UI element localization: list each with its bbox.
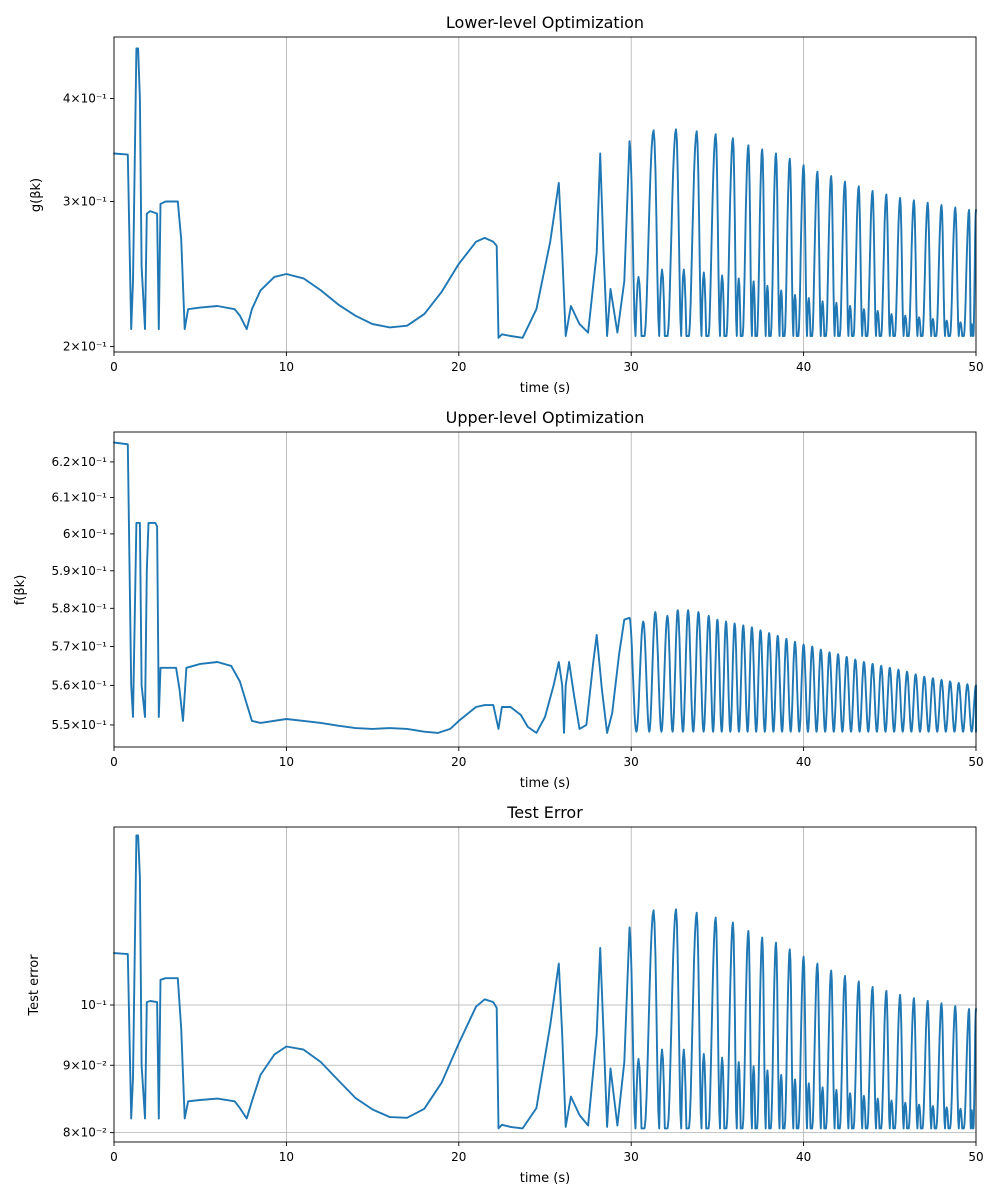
x-axis-label: time (s): [520, 776, 570, 791]
x-tick-label: 20: [451, 360, 466, 374]
x-tick-label: 0: [110, 360, 118, 374]
plot-frame: [113, 431, 977, 748]
series-line: [113, 834, 977, 1130]
y-tick-label: 8×10⁻²: [63, 1126, 107, 1140]
x-tick-label: 10: [279, 1150, 294, 1164]
x-tick-label: 40: [796, 1150, 811, 1164]
y-axis-label: f(βk): [13, 575, 28, 606]
chart-title: Lower-level Optimization: [446, 13, 644, 32]
plot-frame: [113, 36, 977, 353]
x-tick-label: 20: [451, 755, 466, 769]
y-tick-label: 9×10⁻²: [63, 1058, 107, 1072]
x-axis-label: time (s): [520, 381, 570, 396]
y-tick-label: 5.8×10⁻¹: [51, 601, 107, 615]
y-axis-label: g(βk): [29, 178, 44, 212]
y-tick-label: 6×10⁻¹: [63, 527, 107, 541]
y-tick-label: 10⁻¹: [81, 998, 108, 1012]
grid-layer: [113, 432, 977, 747]
y-ticks: 2×10⁻¹ 3×10⁻¹ 4×10⁻¹: [63, 92, 114, 354]
x-tick-label: 30: [624, 360, 639, 374]
series-line: [113, 47, 977, 339]
x-tick-label: 50: [968, 755, 983, 769]
y-axis-label: Test error: [27, 954, 42, 1017]
y-ticks: 5.5×10⁻¹ 5.6×10⁻¹ 5.7×10⁻¹ 5.8×10⁻¹ 5.9×10⁻¹…: [51, 455, 114, 732]
y-tick-label: 5.9×10⁻¹: [51, 564, 107, 578]
x-tick-label: 50: [968, 360, 983, 374]
y-tick-label: 5.7×10⁻¹: [51, 640, 107, 654]
x-ticks: 0 10 20 30 40 50: [110, 352, 984, 374]
x-tick-label: 40: [796, 755, 811, 769]
panel-lower-level: Lower-level Optimization 0 10 20 30 40 50 2×1…: [29, 13, 984, 396]
y-tick-label: 5.5×10⁻¹: [51, 718, 107, 732]
y-ticks: 8×10⁻² 9×10⁻² 10⁻¹: [63, 998, 114, 1140]
x-ticks: 0 10 20 30 40 50: [110, 747, 984, 769]
x-axis-label: time (s): [520, 1171, 570, 1186]
y-tick-label: 5.6×10⁻¹: [51, 678, 107, 692]
x-tick-label: 10: [279, 360, 294, 374]
series-line: [113, 441, 977, 734]
x-tick-label: 30: [624, 755, 639, 769]
y-tick-label: 6.1×10⁻¹: [51, 491, 107, 505]
y-tick-label: 4×10⁻¹: [63, 92, 107, 106]
y-tick-label: 3×10⁻¹: [63, 194, 107, 208]
chart-title: Upper-level Optimization: [446, 408, 645, 427]
x-tick-label: 0: [110, 755, 118, 769]
x-ticks: 0 10 20 30 40 50: [110, 1142, 984, 1164]
x-tick-label: 10: [279, 755, 294, 769]
y-tick-label: 6.2×10⁻¹: [51, 455, 107, 469]
y-tick-label: 2×10⁻¹: [63, 340, 107, 354]
panel-test-error: Test Error 0 10 20 30 40 50 8×10⁻²9×10⁻²10⁻¹ …: [27, 803, 984, 1186]
panel-upper-level: Upper-level Optimization 0 10 20 30 40 50 5.5…: [13, 408, 984, 791]
x-tick-label: 30: [624, 1150, 639, 1164]
x-tick-label: 0: [110, 1150, 118, 1164]
x-tick-label: 20: [451, 1150, 466, 1164]
x-tick-label: 40: [796, 360, 811, 374]
plot-frame: [113, 826, 977, 1143]
chart-title: Test Error: [506, 803, 583, 822]
x-tick-label: 50: [968, 1150, 983, 1164]
